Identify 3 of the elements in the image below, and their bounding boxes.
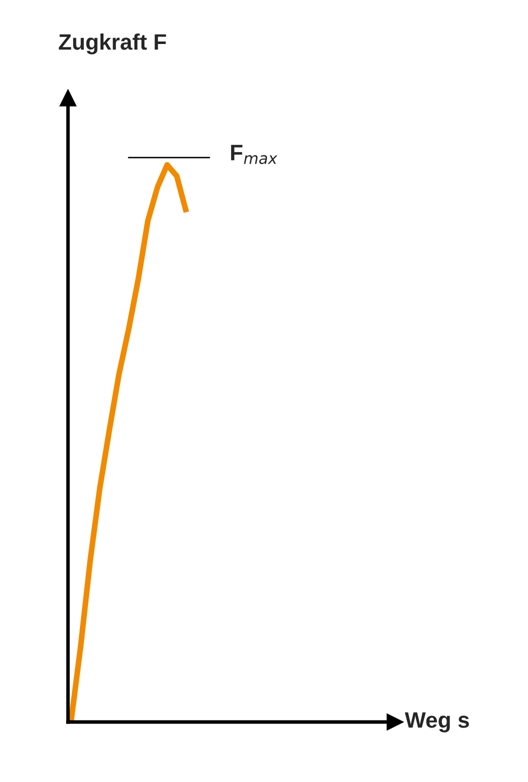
text: F$_{max}$ <box>231 144 278 164</box>
text: Weg s <box>404 712 469 732</box>
y-axis-title: Zugkraft F <box>58 34 166 54</box>
